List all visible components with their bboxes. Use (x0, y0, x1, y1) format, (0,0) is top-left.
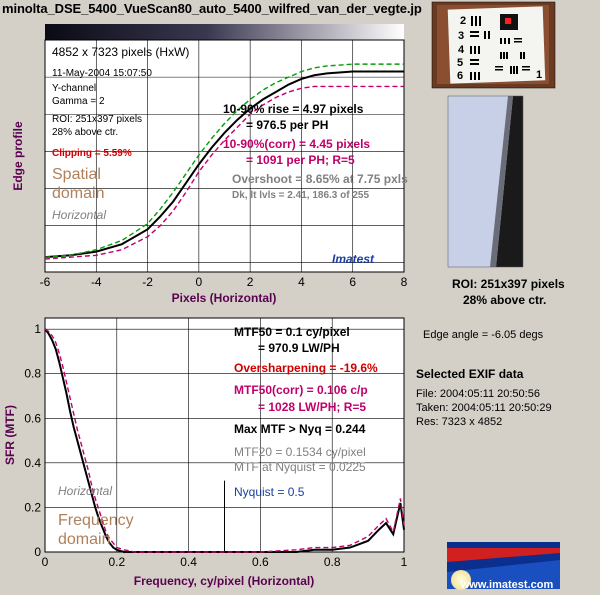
mtf-x-tick-5: 1 (401, 555, 408, 569)
frequency-label: Frequency (58, 512, 134, 529)
edge-series (44, 63, 404, 260)
edge-x-axis-label: Pixels (Horizontal) (172, 291, 277, 305)
mtf-y-tick-4: 0.8 (24, 367, 41, 381)
edge-x-tick-7: 8 (401, 275, 408, 289)
exif-title: Selected EXIF data (416, 367, 524, 381)
roi-position-label: 28% above ctr. (463, 293, 547, 307)
rise-text: 10-90% rise = 4.97 pixels (223, 102, 364, 116)
test-chart-thumbnail: 2 3 4 5 6 1 (431, 1, 556, 89)
edge-x-tick-3: 0 (196, 275, 203, 289)
mtf-ticks: 0 0.2 0.4 0.6 0.8 1 0 0.2 0.4 0.6 0.8 1 (24, 322, 407, 569)
mtf50-text: MTF50 = 0.1 cy/pixel (234, 325, 350, 339)
grayscale-strip (45, 24, 404, 40)
mtf-y-tick-5: 1 (34, 322, 41, 336)
spatial-domain-label: domain (52, 185, 104, 202)
edge-x-tick-5: 4 (298, 275, 305, 289)
mtf-x-tick-2: 0.4 (180, 555, 197, 569)
mtf-y-tick-3: 0.6 (24, 411, 41, 425)
levels-text: Dk, lt lvls = 2.41, 186.3 of 255 (232, 190, 369, 201)
mtf-x-tick-3: 0.6 (252, 555, 269, 569)
imatest-logo: www.imatest.com (447, 542, 560, 591)
edge-x-tick-1: -4 (91, 275, 102, 289)
mtf-x-tick-0: 0 (42, 555, 49, 569)
target-number-6: 6 (457, 70, 463, 82)
edge-date-text: 11-May-2004 15:07:50 (52, 68, 152, 79)
edge-horizontal-label: Horizontal (52, 208, 106, 222)
mtf-series-line-0 (44, 328, 405, 553)
mtf-plot-grid (44, 318, 405, 553)
roi-crop-image (447, 95, 524, 268)
nyquist-text: Nyquist = 0.5 (234, 485, 305, 499)
spatial-label: Spatial (52, 166, 101, 183)
oversharpening-text: Oversharpening = -19.6% (234, 361, 378, 375)
edge-x-tick-4: 2 (247, 275, 254, 289)
mtf-nyquist-text: MTF at Nyquist = 0.0225 (234, 460, 366, 474)
per-ph-text: = 976.5 per PH (246, 118, 328, 132)
overshoot-text: Overshoot = 8.65% at 7.75 pxls (232, 172, 408, 186)
edge-angle-text: Edge angle = -6.05 degs (423, 329, 544, 341)
edge-roi-text: ROI: 251x397 pixels (52, 114, 142, 125)
window-title: minolta_DSE_5400_VueScan80_auto_5400_wil… (2, 1, 422, 16)
target-number-5: 5 (457, 57, 463, 69)
exif-file: File: 2004:05:11 20:50:56 (416, 388, 540, 400)
mtf-x-tick-4: 0.8 (324, 555, 341, 569)
mtf-y-tick-2: 0.4 (24, 456, 41, 470)
target-number-2: 2 (460, 15, 466, 27)
website-text: www.imatest.com (460, 579, 554, 591)
edge-roi-pos-text: 28% above ctr. (52, 127, 118, 138)
frequency-domain-label: domain (58, 531, 110, 548)
edge-gamma-text: Gamma = 2 (52, 96, 105, 107)
mtf-y-tick-0: 0 (34, 545, 41, 559)
corr-lwph-text: = 1028 LW/PH; R=5 (258, 400, 366, 414)
mtf-series (44, 328, 405, 553)
mtf20-text: MTF20 = 0.1534 cy/pixel (234, 445, 366, 459)
edge-pixels-text: 4852 x 7323 pixels (HxW) (52, 45, 189, 59)
edge-series-line-1 (44, 85, 404, 260)
exif-taken: Taken: 2004:05:11 20:50:29 (416, 402, 552, 414)
edge-x-ticks: -6 -4 -2 0 2 4 6 8 (40, 275, 408, 289)
target-number-4: 4 (458, 44, 465, 56)
edge-y-axis-label: Edge profile (11, 121, 25, 191)
edge-plot-area (44, 39, 405, 273)
edge-channel-text: Y-channel (52, 83, 96, 94)
target-number-1: 1 (536, 69, 542, 81)
corr-ph-text: = 1091 per PH; R=5 (246, 153, 355, 167)
edge-x-tick-2: -2 (142, 275, 153, 289)
roi-label: ROI: 251x397 pixels (452, 277, 565, 291)
mtf50-corr-text: MTF50(corr) = 0.106 c/p (234, 383, 368, 397)
mtf-horizontal-label: Horizontal (58, 484, 112, 498)
exif-res: Res: 7323 x 4852 (416, 416, 503, 428)
lwph-text: = 970.9 LW/PH (258, 341, 340, 355)
mtf-y-tick-1: 0.2 (24, 500, 41, 514)
max-mtf-text: Max MTF > Nyq = 0.244 (234, 422, 366, 436)
rise-corr-text: 10-90%(corr) = 4.45 pixels (223, 137, 370, 151)
edge-x-tick-0: -6 (40, 275, 51, 289)
edge-x-tick-6: 6 (349, 275, 356, 289)
imatest-watermark: Imatest (332, 252, 375, 266)
mtf-series-line-1 (44, 328, 405, 553)
mtf-x-tick-1: 0.2 (108, 555, 125, 569)
clipping-text: Clipping = 5.59% (52, 148, 132, 159)
mtf-y-axis-label: SFR (MTF) (3, 405, 17, 465)
target-number-3: 3 (458, 30, 464, 42)
edge-series-line-0 (44, 70, 404, 259)
mtf-x-axis-label: Frequency, cy/pixel (Horizontal) (134, 574, 314, 588)
